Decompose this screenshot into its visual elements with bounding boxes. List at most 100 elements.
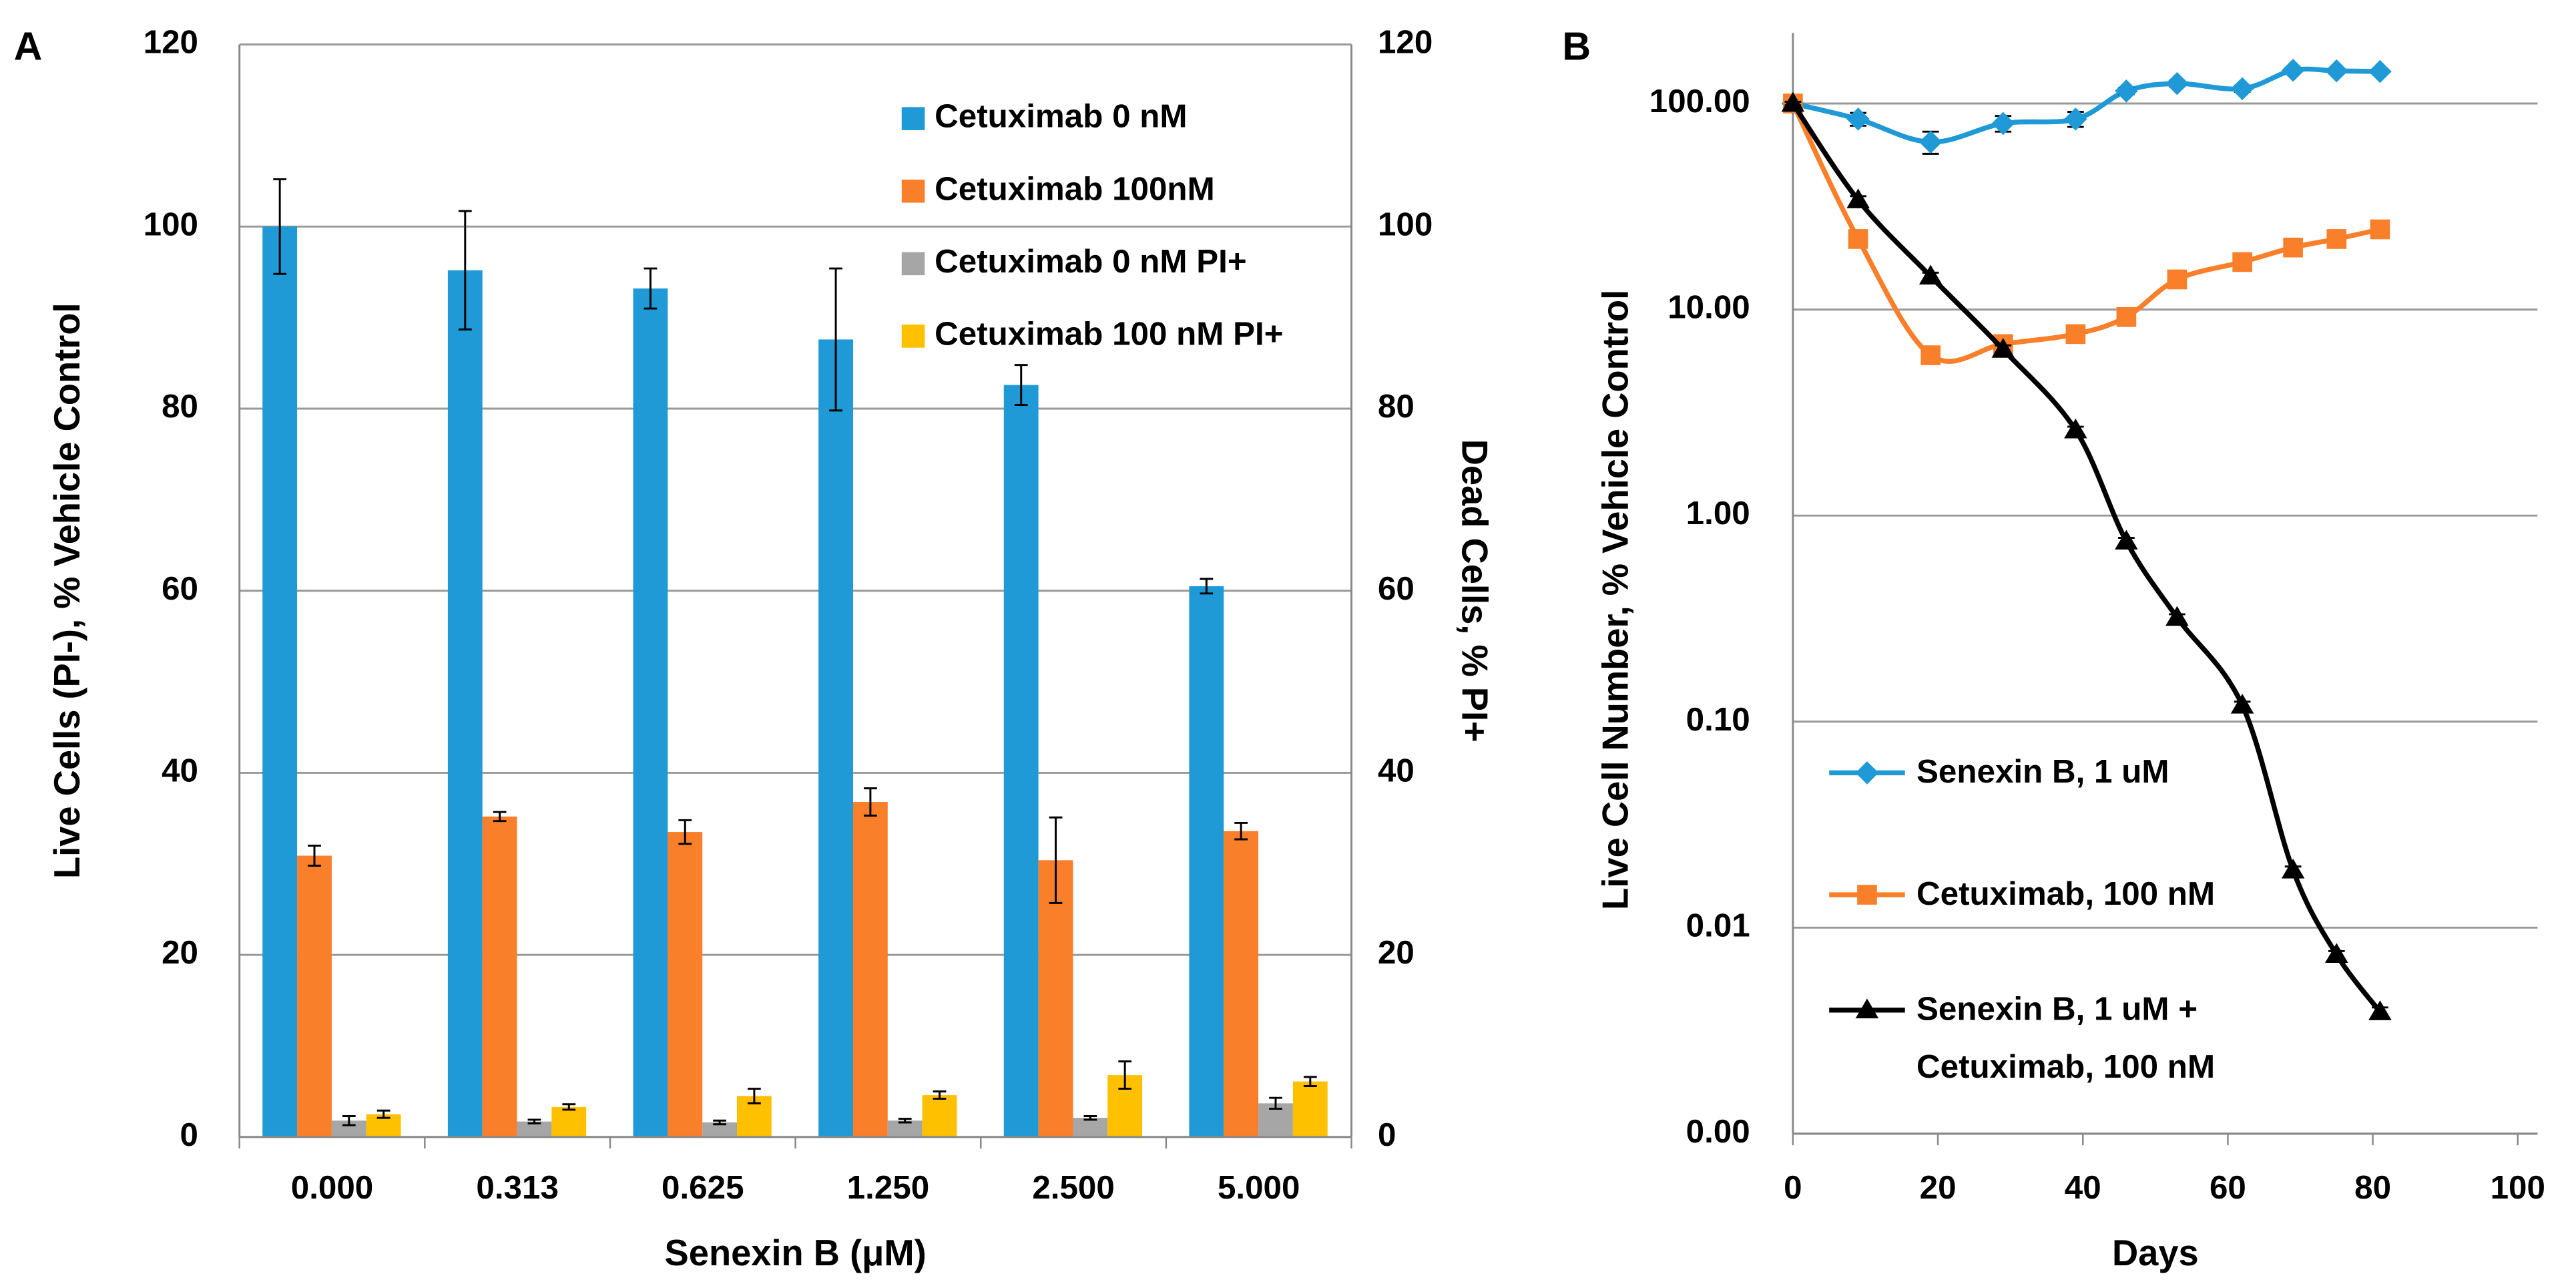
point bbox=[1991, 338, 2015, 358]
y-tick-label: 0.00 bbox=[1686, 1113, 1750, 1150]
error-bar bbox=[1083, 1114, 1097, 1121]
point bbox=[1846, 108, 1870, 131]
error-bar bbox=[527, 1118, 541, 1124]
y-tick-label: 10.00 bbox=[1667, 289, 1750, 326]
bar bbox=[1003, 385, 1039, 1137]
y2-tick-label: 40 bbox=[1378, 752, 1414, 789]
error-bar bbox=[273, 178, 287, 275]
bar bbox=[297, 855, 332, 1137]
error-bar bbox=[1234, 821, 1248, 841]
point bbox=[1781, 91, 1805, 112]
point bbox=[1846, 188, 1870, 208]
x-tick-label: 40 bbox=[2065, 1169, 2101, 1206]
error-bar bbox=[376, 1109, 391, 1119]
bar bbox=[1038, 860, 1073, 1137]
error-bar bbox=[829, 267, 842, 412]
error-bar bbox=[342, 1114, 356, 1126]
error-bar bbox=[562, 1103, 576, 1111]
error-bar bbox=[1118, 1060, 1132, 1090]
x-tick-label: 100 bbox=[2491, 1169, 2545, 1206]
x-tick-label: 0.000 bbox=[291, 1169, 373, 1206]
point bbox=[1855, 761, 1879, 785]
x-tick-label: 20 bbox=[1920, 1169, 1957, 1206]
error-bar bbox=[1200, 578, 1214, 595]
legend-swatch bbox=[901, 325, 925, 348]
point bbox=[2115, 79, 2138, 103]
y2-tick-label: 100 bbox=[1378, 206, 1433, 242]
bar bbox=[633, 288, 668, 1137]
error-bar bbox=[308, 845, 321, 867]
bar bbox=[447, 270, 483, 1137]
legend-label: Cetuximab 0 nM PI+ bbox=[935, 243, 1247, 280]
legend-label: Cetuximab 100 nM PI+ bbox=[935, 315, 1283, 352]
legend-label: Senexin B, 1 uM + Cetuximab, 100 nM bbox=[1916, 991, 2216, 1086]
point bbox=[1918, 130, 1943, 154]
point bbox=[1848, 229, 1868, 249]
y-tick-label: 20 bbox=[162, 934, 198, 971]
x-tick-label: 0 bbox=[1784, 1169, 1802, 1206]
legend-label: Senexin B, 1 uM bbox=[1916, 754, 2169, 791]
x-tick-label: 60 bbox=[2210, 1169, 2246, 1206]
error-bar bbox=[458, 210, 472, 331]
point bbox=[2165, 71, 2189, 95]
bar bbox=[1073, 1118, 1108, 1137]
point bbox=[2064, 418, 2087, 439]
bar bbox=[702, 1122, 737, 1137]
point bbox=[2115, 529, 2138, 550]
point bbox=[2326, 229, 2347, 249]
bar bbox=[551, 1106, 587, 1137]
error-bar bbox=[1269, 1096, 1282, 1110]
point bbox=[2325, 943, 2348, 964]
legend-label: Cetuximab 0 nM bbox=[935, 98, 1187, 135]
legend-entry: Senexin B, 1 uM bbox=[1916, 754, 2169, 791]
y2-tick-label: 120 bbox=[1378, 24, 1433, 61]
error-bar bbox=[748, 1088, 761, 1104]
y-axis-title: Live Cells (PI-), % Vehicle Control bbox=[47, 302, 87, 879]
x-tick-label: 0.625 bbox=[662, 1169, 744, 1206]
bar bbox=[482, 816, 517, 1137]
y-tick-label: 1.00 bbox=[1686, 495, 1750, 531]
x-axis-title: Senexin B (μM) bbox=[665, 1233, 927, 1273]
x-tick-label: 80 bbox=[2354, 1169, 2391, 1206]
point bbox=[2232, 252, 2252, 272]
y2-tick-label: 60 bbox=[1378, 570, 1414, 607]
panel-label: A bbox=[14, 24, 43, 69]
bar bbox=[1224, 831, 1259, 1137]
y2-tick-label: 20 bbox=[1378, 934, 1414, 971]
legend-swatch bbox=[901, 179, 925, 203]
error-bar bbox=[713, 1119, 726, 1126]
point bbox=[2281, 859, 2305, 879]
error-bar bbox=[933, 1090, 947, 1100]
bar bbox=[1189, 586, 1224, 1137]
series-line bbox=[1790, 102, 2381, 364]
point bbox=[2368, 59, 2392, 83]
error-bar bbox=[898, 1118, 912, 1124]
y2-tick-label: 0 bbox=[1378, 1116, 1396, 1153]
error-bar bbox=[678, 819, 692, 845]
y-tick-label: 40 bbox=[162, 752, 198, 789]
point bbox=[2064, 108, 2087, 131]
y-tick-label: 0.10 bbox=[1686, 701, 1750, 738]
y-tick-label: 120 bbox=[144, 24, 198, 61]
error-bar bbox=[493, 811, 507, 823]
bar bbox=[668, 832, 703, 1137]
bar bbox=[852, 802, 888, 1137]
bar bbox=[922, 1095, 957, 1137]
point bbox=[2281, 58, 2305, 82]
x-tick-label: 2.500 bbox=[1032, 1169, 1114, 1206]
point bbox=[1918, 264, 1943, 285]
y-tick-label: 100 bbox=[144, 206, 198, 242]
point bbox=[2370, 219, 2390, 240]
y-axis-title: Live Cell Number, % Vehicle Control bbox=[1595, 290, 1636, 910]
legend-label: Cetuximab, 100 nM bbox=[1916, 875, 2216, 912]
point bbox=[2230, 694, 2254, 714]
y2-axis-title: Dead Cells, % PI+ bbox=[1454, 439, 1495, 742]
point bbox=[1857, 885, 1877, 905]
legend-swatch bbox=[901, 107, 925, 130]
point bbox=[2116, 306, 2137, 327]
panel-label: B bbox=[1562, 24, 1591, 69]
y-tick-label: 80 bbox=[162, 388, 198, 425]
y-tick-label: 0.01 bbox=[1686, 907, 1750, 943]
